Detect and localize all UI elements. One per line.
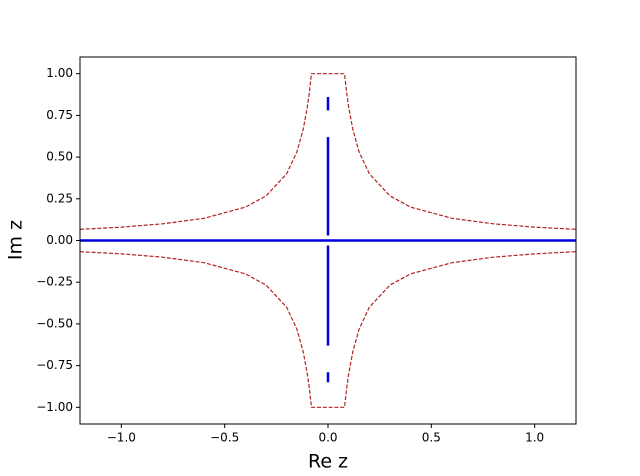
y-tick-label: −1.00 <box>36 400 73 414</box>
x-tick-label: −1.0 <box>107 431 136 445</box>
y-tick-label: 0.00 <box>46 233 73 247</box>
y-tick-label: 0.50 <box>46 150 73 164</box>
y-tick-label: −0.25 <box>36 275 73 289</box>
y-tick-label: 0.25 <box>46 191 73 205</box>
x-tick-label: −0.5 <box>210 431 239 445</box>
y-axis-label: Im z <box>5 220 27 260</box>
plot-frame <box>79 56 577 425</box>
y-tick-label: −0.75 <box>36 358 73 372</box>
x-tick-label: 0.0 <box>318 431 337 445</box>
y-tick-label: −0.50 <box>36 316 73 330</box>
x-tick-label: 1.0 <box>525 431 544 445</box>
x-tick-label: 0.5 <box>422 431 441 445</box>
x-axis-label: Re z <box>308 451 348 473</box>
y-tick-label: 0.75 <box>46 108 73 122</box>
y-tick-label: 1.00 <box>46 66 73 80</box>
dashed-curve <box>80 73 576 230</box>
dashed-curve <box>80 251 576 408</box>
